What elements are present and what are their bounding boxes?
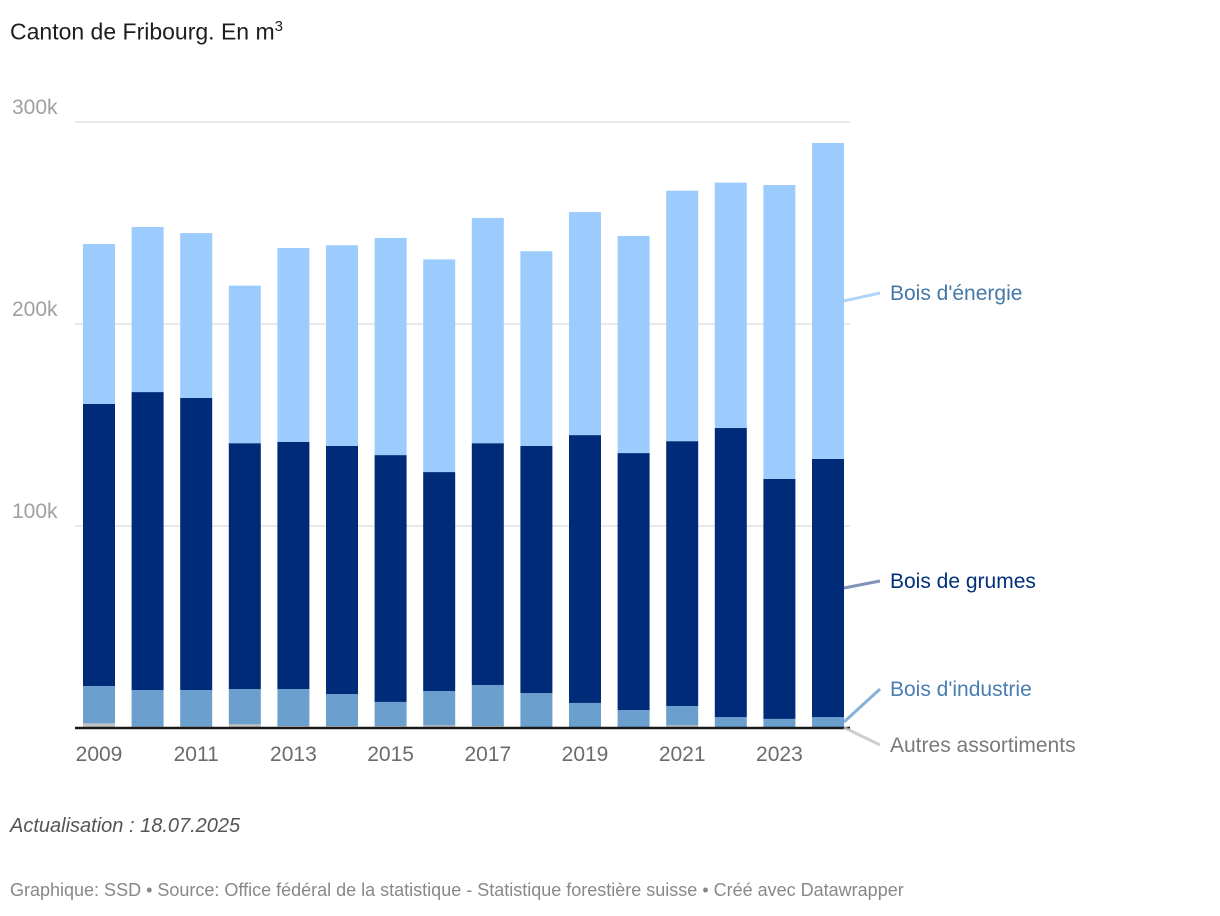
x-tick-label: 2019 [562,743,609,766]
bar-segment [277,689,310,726]
legend-label: Bois d'industrie [890,678,1032,701]
bar-segment [763,718,796,727]
bar-segment [180,690,213,727]
bar-segment [423,259,456,473]
update-note: Actualisation : 18.07.2025 [10,815,241,837]
bar-segment [520,446,553,694]
bar-segment [812,458,844,718]
bar-segment [520,693,553,728]
bar-segment [180,233,213,398]
x-tick-label: 2023 [756,743,803,766]
bar-segment [83,403,115,686]
bar-segment [714,428,747,718]
bar-segment [812,717,844,727]
bar-segment [131,690,164,727]
bar-segment [228,724,261,728]
bar-segment [277,441,310,690]
bar-segment [83,723,115,728]
bar-segment [617,235,650,454]
x-tick-label: 2021 [659,743,706,766]
bar-segment [471,443,504,685]
bar-segment [666,725,699,728]
bar-segment [423,691,456,726]
legend-label: Bois de grumes [890,570,1036,593]
y-tick-label: 200k [12,298,58,321]
bar-segment [374,237,407,456]
bar-segment [423,725,456,728]
bar-segment [374,701,407,726]
legend-connector [843,726,881,747]
bar-segment [374,455,407,702]
legend-label: Autres assortiments [890,734,1076,757]
bar-segment [131,227,164,393]
bar-segment [569,702,601,728]
x-tick-label: 2011 [174,743,219,766]
bar-segment [228,285,261,444]
bar-segment [763,185,796,479]
x-tick-label: 2009 [76,743,123,766]
bar-segment [569,212,601,436]
legend-connector [843,291,881,303]
bar-segment [812,143,844,459]
bar-segment [228,689,261,725]
bar-segment [666,705,699,726]
bar-segment [666,190,699,442]
bar-segment [617,453,650,711]
bar-segment [520,251,553,447]
x-tick-label: 2017 [464,743,511,766]
bar-segment [228,443,261,690]
bar-segment [763,478,796,719]
bar-segment [326,694,358,726]
y-tick-label: 100k [12,500,58,523]
chart-title: Canton de Fribourg. En m3 [10,18,283,45]
bar-segment [326,446,358,695]
bar-segment [617,710,650,728]
legend-connector [843,579,881,590]
bar-segment [277,248,310,442]
bar-segment [423,472,456,692]
legend-label: Bois d'énergie [890,282,1022,305]
bar-segment [471,217,504,444]
bar-segment [326,245,358,447]
bar-segment [569,435,601,703]
source-footer: Graphique: SSD • Source: Office fédéral … [10,880,904,900]
x-tick-label: 2013 [270,743,317,766]
legend-connector [842,687,882,724]
bar-segment [131,392,164,691]
bar-segment [83,685,115,724]
bar-segment [666,441,699,706]
x-tick-label: 2015 [367,743,414,766]
bar-segment [180,397,213,691]
bar-segment [83,244,115,404]
bar-segment [471,684,504,726]
bar-segment [714,182,747,429]
y-tick-label: 300k [12,96,58,119]
bar-segment [714,717,747,727]
